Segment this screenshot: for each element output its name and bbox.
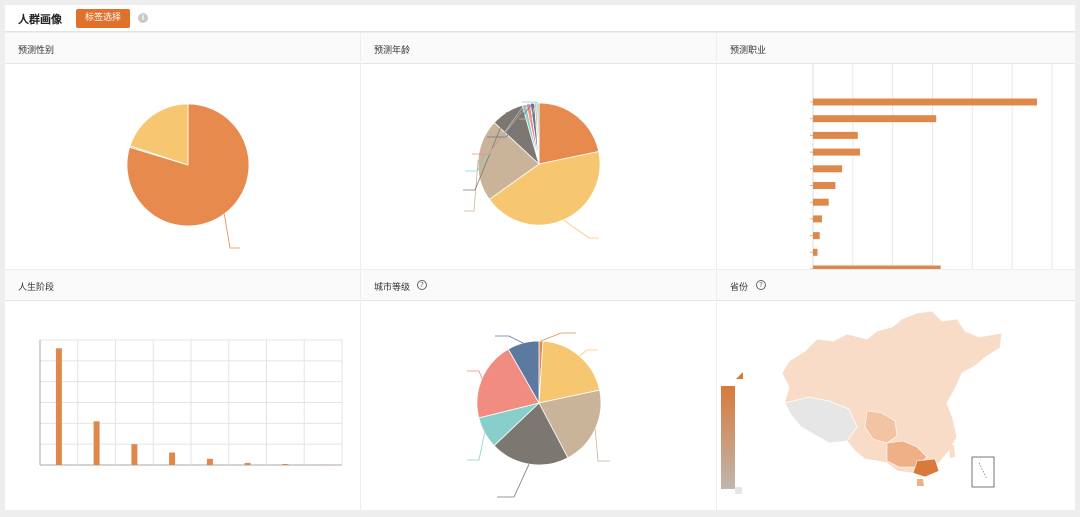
tag-select-button[interactable]: 标签选择 <box>76 9 130 28</box>
panel-title: 省份 <box>730 283 749 293</box>
bar <box>813 198 829 206</box>
leader-line <box>464 160 479 212</box>
pie-slice <box>507 340 540 405</box>
south-sea-inset <box>971 456 995 488</box>
leader-line <box>522 101 539 104</box>
occupation-bar-chart <box>810 64 1053 269</box>
pie-slice <box>126 103 250 227</box>
region-tibet <box>784 396 858 444</box>
leader-line <box>487 103 533 138</box>
bar <box>55 348 62 465</box>
occupation-panel: 预测职业 <box>717 33 1075 269</box>
panel-title: 预测年龄 <box>374 46 411 56</box>
leader-line <box>223 213 240 249</box>
bar <box>813 248 818 256</box>
top-bar: 人群画像 标签选择 i <box>5 5 1075 32</box>
leader-line <box>519 102 537 120</box>
help-icon[interactable]: ? <box>756 280 766 290</box>
leader-line <box>472 103 529 155</box>
bar <box>813 115 937 123</box>
region-hainan <box>917 479 924 486</box>
bar <box>813 98 1037 106</box>
bar <box>93 421 100 466</box>
bar <box>282 464 289 465</box>
panel-title: 预测性别 <box>18 46 55 56</box>
region-taiwan <box>949 445 955 458</box>
leader-line <box>540 332 576 342</box>
panel-title: 预测职业 <box>730 46 767 56</box>
panel-title: 城市等级 <box>374 283 411 293</box>
bar <box>131 444 138 465</box>
leader-line <box>579 349 598 357</box>
info-icon[interactable]: i <box>138 13 148 23</box>
bar <box>813 131 858 139</box>
bar <box>813 148 860 156</box>
life-stage-bar-chart <box>39 339 343 466</box>
city-pie-chart <box>467 332 610 498</box>
province-map-chart <box>721 310 1003 494</box>
help-icon[interactable]: ? <box>417 280 427 290</box>
bar <box>206 458 213 466</box>
bar <box>813 215 822 223</box>
gender-pie-chart <box>126 103 250 249</box>
leader-line <box>577 116 589 135</box>
leader-line <box>563 219 599 239</box>
leader-line <box>465 104 525 172</box>
pie-slice <box>538 340 601 404</box>
leader-line <box>495 335 524 344</box>
legend-gradient <box>721 386 735 489</box>
pie-slice <box>129 103 189 166</box>
page-title: 人群画像 <box>18 13 62 26</box>
city-panel: 城市等级? <box>361 270 716 510</box>
province-panel: 省份? <box>717 270 1075 510</box>
leader-line <box>463 111 508 191</box>
age-panel: 预测年龄 <box>361 33 716 269</box>
region-central <box>864 410 898 444</box>
leader-line <box>467 370 483 379</box>
leader-line <box>467 432 485 461</box>
bar <box>813 165 843 173</box>
leader-line <box>594 429 610 462</box>
leader-line <box>135 115 153 143</box>
pie-slice <box>493 402 569 466</box>
legend-min-marker <box>735 487 742 494</box>
age-pie-chart <box>463 101 601 239</box>
pie-slice <box>476 348 540 419</box>
panel-title: 人生阶段 <box>18 283 55 293</box>
bar <box>813 232 820 240</box>
bar <box>813 182 836 189</box>
legend-max-marker <box>736 372 743 379</box>
pie-slice <box>538 389 602 459</box>
bar <box>813 265 941 269</box>
bar <box>169 452 176 465</box>
leader-line <box>497 464 530 498</box>
bar <box>244 462 251 465</box>
gender-panel: 预测性别 <box>5 33 360 269</box>
life-stage-panel: 人生阶段 <box>5 270 360 510</box>
region-guangdong <box>912 458 940 478</box>
